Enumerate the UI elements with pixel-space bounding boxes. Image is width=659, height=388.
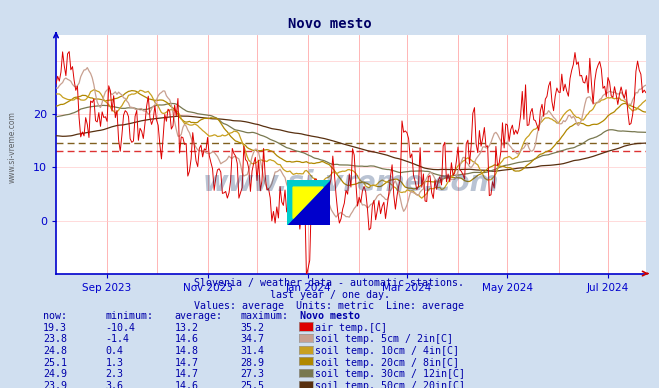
Text: 2.3: 2.3 — [105, 369, 123, 379]
Text: 0.4: 0.4 — [105, 346, 123, 356]
Text: 13.2: 13.2 — [175, 323, 198, 333]
Text: 34.7: 34.7 — [241, 334, 264, 345]
Text: minimum:: minimum: — [105, 311, 154, 321]
Text: 25.1: 25.1 — [43, 358, 67, 368]
Text: soil temp. 50cm / 20in[C]: soil temp. 50cm / 20in[C] — [315, 381, 465, 388]
Text: average:: average: — [175, 311, 223, 321]
Text: -1.4: -1.4 — [105, 334, 129, 345]
Text: 14.7: 14.7 — [175, 369, 198, 379]
Text: Novo mesto: Novo mesto — [300, 311, 360, 321]
Text: www.si-vreme.com: www.si-vreme.com — [8, 111, 17, 184]
Text: 14.6: 14.6 — [175, 381, 198, 388]
Polygon shape — [293, 187, 323, 218]
Text: 3.6: 3.6 — [105, 381, 123, 388]
Text: 23.8: 23.8 — [43, 334, 67, 345]
Text: 28.9: 28.9 — [241, 358, 264, 368]
Text: soil temp. 20cm / 8in[C]: soil temp. 20cm / 8in[C] — [315, 358, 459, 368]
Text: soil temp. 30cm / 12in[C]: soil temp. 30cm / 12in[C] — [315, 369, 465, 379]
Text: 25.5: 25.5 — [241, 381, 264, 388]
Text: 14.7: 14.7 — [175, 358, 198, 368]
Text: 24.9: 24.9 — [43, 369, 67, 379]
Text: Values: average  Units: metric  Line: average: Values: average Units: metric Line: aver… — [194, 301, 465, 312]
Text: 14.6: 14.6 — [175, 334, 198, 345]
Text: air temp.[C]: air temp.[C] — [315, 323, 387, 333]
Text: 1.3: 1.3 — [105, 358, 123, 368]
Polygon shape — [287, 180, 330, 225]
Text: Slovenia / weather data - automatic stations.: Slovenia / weather data - automatic stat… — [194, 278, 465, 288]
Text: 19.3: 19.3 — [43, 323, 67, 333]
Text: -10.4: -10.4 — [105, 323, 136, 333]
Text: 27.3: 27.3 — [241, 369, 264, 379]
Text: www.si-vreme.com: www.si-vreme.com — [203, 169, 499, 197]
Polygon shape — [287, 180, 330, 225]
Text: maximum:: maximum: — [241, 311, 289, 321]
Text: 35.2: 35.2 — [241, 323, 264, 333]
Text: now:: now: — [43, 311, 67, 321]
Text: 24.8: 24.8 — [43, 346, 67, 356]
Text: 31.4: 31.4 — [241, 346, 264, 356]
Text: Novo mesto: Novo mesto — [287, 17, 372, 31]
Text: soil temp. 5cm / 2in[C]: soil temp. 5cm / 2in[C] — [315, 334, 453, 345]
Text: soil temp. 10cm / 4in[C]: soil temp. 10cm / 4in[C] — [315, 346, 459, 356]
Text: last year / one day.: last year / one day. — [270, 290, 389, 300]
Text: 23.9: 23.9 — [43, 381, 67, 388]
Text: 14.8: 14.8 — [175, 346, 198, 356]
